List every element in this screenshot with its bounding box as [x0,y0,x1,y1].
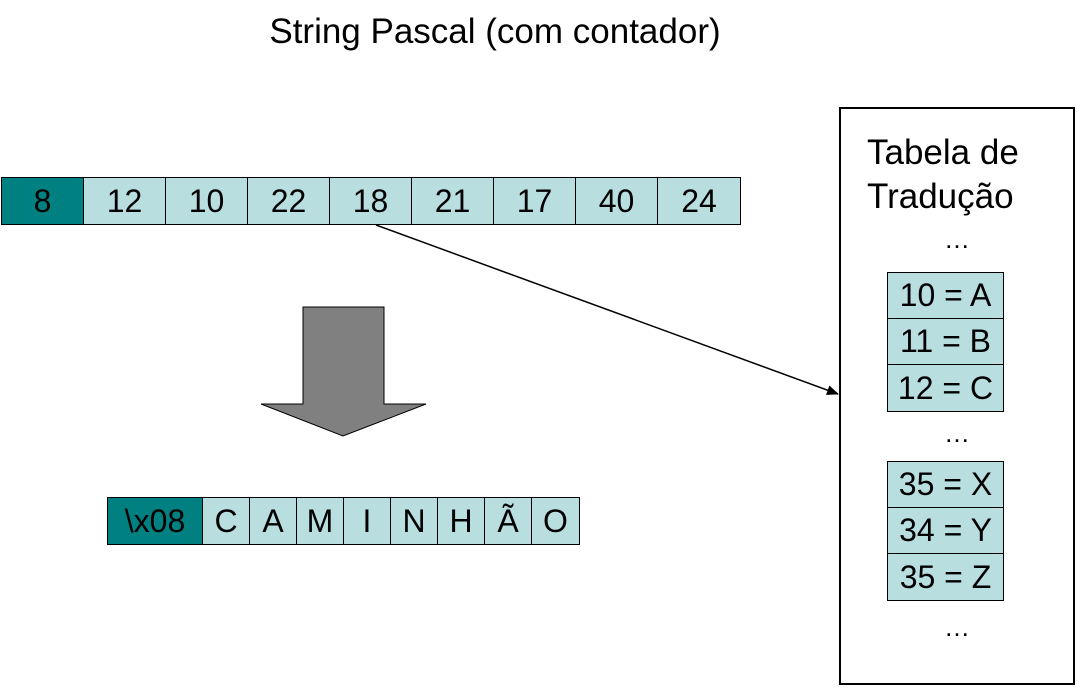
table-ellipsis: … [944,612,970,642]
table-ellipsis: … [944,418,970,448]
numeric-value-cell: 40 [576,178,658,224]
table-entry: 10 = A [888,273,1003,319]
table-group-first: 10 = A 11 = B 12 = C [887,272,1004,412]
table-entry: 34 = Y [888,508,1003,554]
translation-table-title: Tabela de Tradução [867,131,1019,219]
char-cell: I [344,498,391,544]
char-cell: H [438,498,485,544]
table-entry: 11 = B [888,319,1003,365]
translation-table: Tabela de Tradução … 10 = A 11 = B 12 = … [839,107,1075,685]
numeric-value-cell: 12 [84,178,166,224]
table-entry: 12 = C [888,365,1003,411]
table-entry: 35 = X [888,462,1003,508]
table-title-line: Tabela de [867,133,1019,172]
table-entry: 35 = Z [888,554,1003,600]
char-cell: M [297,498,344,544]
char-string-row: \x08 C A M I N H Ã O [107,497,580,545]
numeric-value-cell: 18 [330,178,412,224]
numeric-value-cell: 21 [412,178,494,224]
numeric-value-cell: 22 [248,178,330,224]
char-cell: O [532,498,579,544]
char-cell: A [250,498,297,544]
numeric-string-row: 8 12 10 22 18 21 17 40 24 [1,177,741,225]
char-cell: N [391,498,438,544]
char-cell: Ã [485,498,532,544]
char-cell: C [203,498,250,544]
table-title-line: Tradução [867,177,1014,216]
numeric-value-cell: 17 [494,178,576,224]
conversion-down-arrow [260,306,427,437]
table-group-second: 35 = X 34 = Y 35 = Z [887,461,1004,601]
lookup-arrow [375,224,839,395]
numeric-value-cell: 24 [658,178,740,224]
diagram-title: String Pascal (com contador) [269,12,721,51]
numeric-counter-cell: 8 [2,178,84,224]
numeric-value-cell: 10 [166,178,248,224]
table-ellipsis: … [944,224,970,254]
char-counter-cell: \x08 [108,498,203,544]
